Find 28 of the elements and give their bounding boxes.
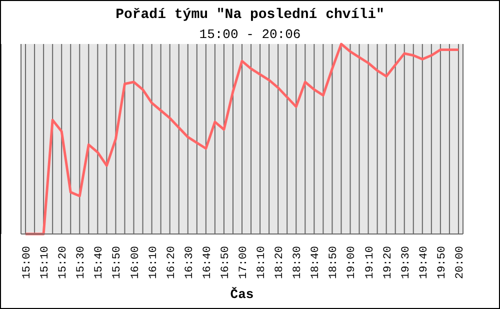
x-tick-label: 15:10: [40, 246, 52, 280]
x-tick-label: 19:10: [364, 246, 376, 280]
x-tick-label: 18:30: [292, 246, 304, 280]
x-tick-label: 18:40: [310, 246, 322, 280]
x-tick-label: 16:40: [202, 246, 214, 280]
x-tick-label: 19:50: [436, 246, 448, 280]
x-tick-label: 16:20: [166, 246, 178, 280]
x-tick-label: 18:10: [256, 246, 268, 280]
x-tick-label: 15:20: [58, 246, 70, 280]
x-axis-title: Čas: [230, 287, 254, 302]
x-tick-label: 19:40: [418, 246, 430, 280]
chart-title: Pořadí týmu "Na poslední chvíli": [114, 7, 386, 23]
x-tick-label: 15:30: [76, 246, 88, 280]
x-tick-label: 19:20: [382, 246, 394, 280]
x-tick-label: 19:30: [400, 246, 412, 280]
x-tick-label: 15:00: [22, 246, 34, 280]
x-tick-label: 15:50: [112, 246, 124, 280]
x-tick-label: 16:00: [130, 246, 142, 280]
x-tick-label: 18:20: [274, 246, 286, 280]
x-tick-label: 18:50: [328, 246, 340, 280]
x-tick-label: 15:40: [94, 246, 106, 280]
chart-subtitle: 15:00 - 20:06: [198, 27, 302, 42]
x-tick-label: 16:30: [184, 246, 196, 280]
x-tick-label: 17:00: [238, 246, 250, 280]
x-tick-label: 20:00: [454, 246, 466, 280]
x-tick-label: 16:10: [148, 246, 160, 280]
x-tick-label: 16:50: [220, 246, 232, 280]
x-tick-label: 19:00: [346, 246, 358, 280]
